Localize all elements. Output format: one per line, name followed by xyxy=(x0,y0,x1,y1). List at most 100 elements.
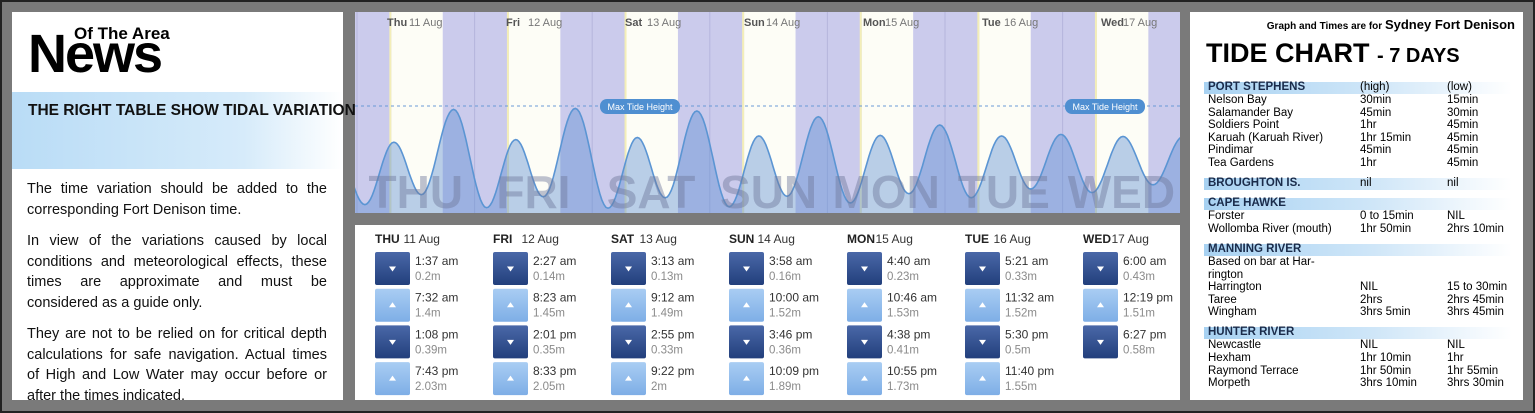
tide-date: 12 Aug xyxy=(522,232,559,246)
day-date: 11 Aug xyxy=(409,17,442,29)
arrow xyxy=(979,375,986,381)
low-offset: 2hrs 10min xyxy=(1447,223,1504,235)
high-offset: 3hrs 10min xyxy=(1360,377,1417,390)
high-offset: 45min xyxy=(1360,106,1392,119)
tide-time: 6:27 pm xyxy=(1123,327,1166,341)
low-offset: 15 to 30min xyxy=(1447,281,1508,294)
tide-area xyxy=(355,108,1180,213)
tide-day: MON xyxy=(847,232,875,246)
day-watermark: TUE xyxy=(958,166,1050,213)
max-tide-pill xyxy=(600,99,680,114)
tide-time: 2:27 am xyxy=(533,254,576,268)
low-offset: NIL xyxy=(1447,339,1465,352)
day-watermark: SUN xyxy=(720,166,817,213)
tide-height: 0.5m xyxy=(1005,344,1031,356)
day-watermark: FRI xyxy=(496,166,570,213)
day-name: Sun xyxy=(744,17,765,29)
high-offset: 0 to 15min xyxy=(1360,210,1414,223)
right-panel: Graph and Times are for Sydney Fort Deni… xyxy=(1190,12,1523,400)
location: Wingham xyxy=(1208,306,1257,319)
tide-height: 1.53m xyxy=(887,308,919,320)
low-offset: 1hr xyxy=(1447,352,1464,364)
day-watermark: SAT xyxy=(607,166,696,213)
tide-height: 0.43m xyxy=(1123,271,1155,283)
day-date: 15 Aug xyxy=(885,17,919,29)
tide-height: 0.36m xyxy=(769,344,801,356)
section-bar xyxy=(1204,178,1512,190)
title-main: TIDE CHART xyxy=(1206,38,1370,68)
high-offset: 1hr 15min xyxy=(1360,131,1412,144)
arrow xyxy=(389,266,396,272)
tide-height: 0.13m xyxy=(651,271,683,283)
tide-time: 5:30 pm xyxy=(1005,327,1048,341)
arrow xyxy=(507,302,514,308)
tide-time: 11:40 pm xyxy=(1005,364,1054,378)
day-name: Thu xyxy=(387,17,407,29)
tide-time: 11:32 am xyxy=(1005,291,1054,305)
tide-day: SAT xyxy=(611,232,635,246)
arrow xyxy=(743,375,750,381)
day-watermark: WED xyxy=(1068,166,1175,213)
tide-day: THU xyxy=(375,232,400,246)
tide-time: 4:38 pm xyxy=(887,327,930,341)
tide-height: 0.16m xyxy=(769,271,801,283)
low-offset: 1hr 55min xyxy=(1447,364,1499,377)
tide-curve xyxy=(355,107,1180,210)
tide-height: 1.45m xyxy=(533,308,565,320)
low-offset: 30min xyxy=(1447,106,1479,119)
tide-time: 3:58 am xyxy=(769,254,812,268)
tide-height: 2m xyxy=(651,381,667,393)
section-high: (high) xyxy=(1360,81,1390,93)
left-panel: Of The Area News THE RIGHT TABLE SHOW TI… xyxy=(12,12,562,404)
tide-height: 1.49m xyxy=(651,308,683,320)
max-tide-label: Max Tide Height xyxy=(607,102,673,112)
tide-time: 6:00 am xyxy=(1123,254,1166,268)
tide-height: 1.89m xyxy=(769,381,801,393)
location: Hexham xyxy=(1208,352,1251,364)
dawn-line xyxy=(506,12,509,213)
location: rington xyxy=(1208,268,1244,281)
tide-date: 15 Aug xyxy=(876,232,913,246)
place: Sydney Fort Denison xyxy=(1384,17,1515,32)
tide-date: 11 Aug xyxy=(404,232,440,246)
location: Raymond Terrace xyxy=(1208,364,1299,377)
location: Newcastle xyxy=(1208,339,1262,352)
daylight xyxy=(861,12,914,213)
high-offset: NIL xyxy=(1360,281,1378,294)
location: Soldiers Point xyxy=(1208,119,1279,132)
tide-time: 9:22 pm xyxy=(651,364,694,378)
headline: THE RIGHT TABLE SHOW TIDAL VARIATIONS AT… xyxy=(28,102,562,119)
tide-day: WED xyxy=(1083,232,1111,246)
dawn-line xyxy=(742,12,745,213)
high-offset: 1hr xyxy=(1360,157,1377,169)
low-offset: 2hrs 45min xyxy=(1447,293,1504,306)
section-low: nil xyxy=(1447,177,1459,189)
arrow xyxy=(743,266,750,272)
tide-time: 7:43 pm xyxy=(415,364,458,378)
day-name: Fri xyxy=(506,17,520,29)
arrow xyxy=(1097,266,1104,272)
high-offset: 1hr xyxy=(1360,119,1377,132)
tide-table: THU 11 Aug 1:37 am 0.2m 7:32 am 1.4m 1:08 pm 0.… xyxy=(355,225,1180,400)
arrow xyxy=(861,302,868,308)
dawn-line xyxy=(977,12,980,213)
arrow xyxy=(625,302,632,308)
arrow xyxy=(507,375,514,381)
day-date: 17 Aug xyxy=(1123,17,1157,29)
arrow xyxy=(389,339,396,345)
low-offset: 45min xyxy=(1447,131,1479,144)
location: Tea Gardens xyxy=(1208,157,1274,169)
tide-time: 7:32 am xyxy=(415,291,458,305)
paragraphs: The time variation should be added to th… xyxy=(27,179,327,411)
arrow xyxy=(743,302,750,308)
tide-day: SUN xyxy=(729,232,754,246)
high-offset: 2hrs xyxy=(1360,293,1383,306)
tide-time: 2:55 pm xyxy=(651,327,694,341)
headline-box: THE RIGHT TABLE SHOW TIDAL VARIATIONS AT… xyxy=(12,92,562,169)
location: Pindimar xyxy=(1208,144,1254,157)
arrow xyxy=(979,339,986,345)
tide-height: 0.2m xyxy=(415,271,441,283)
location: Based on bar at Har- xyxy=(1208,256,1315,268)
tide-height: 2.05m xyxy=(533,381,565,393)
